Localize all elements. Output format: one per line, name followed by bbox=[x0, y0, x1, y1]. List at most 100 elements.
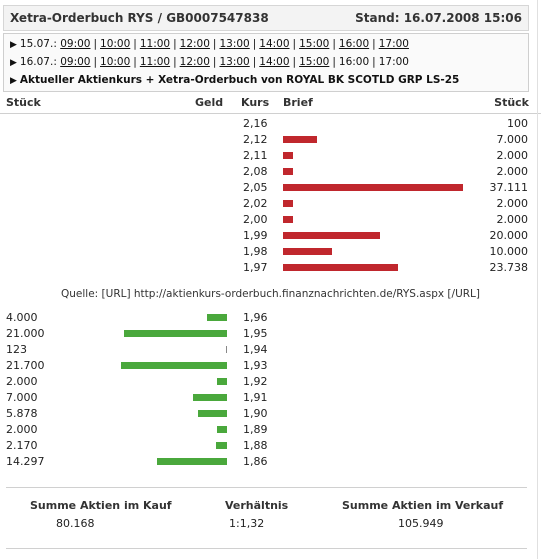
col-header-stueck-left: Stück bbox=[6, 96, 41, 109]
time-link-1100[interactable]: 11:00 bbox=[139, 38, 171, 50]
current-quote-link-text[interactable]: Aktueller Aktienkurs + Xetra-Orderbuch v… bbox=[19, 74, 460, 86]
ask-quantity: 7.000 bbox=[496, 133, 529, 146]
bid-bar bbox=[192, 394, 227, 401]
bid-bar bbox=[121, 362, 227, 369]
time-link-1300[interactable]: 13:00 bbox=[219, 56, 250, 68]
timestamp: Stand: 16.07.2008 15:06 bbox=[355, 11, 522, 25]
bid-bar bbox=[216, 442, 227, 449]
time-link-1700: 17:00 bbox=[378, 56, 409, 68]
summary-divider-bottom bbox=[6, 548, 527, 549]
time-link-1400[interactable]: 14:00 bbox=[259, 56, 290, 68]
time-link-1000[interactable]: 10:00 bbox=[100, 56, 131, 68]
current-quote-link[interactable]: ▶ Aktueller Aktienkurs + Xetra-Orderbuch … bbox=[10, 74, 459, 86]
separator: | bbox=[252, 38, 257, 50]
date-label: 16.07.: bbox=[19, 56, 57, 68]
triangle-right-icon: ▶ bbox=[10, 76, 17, 86]
bid-quantity: 2.170 bbox=[6, 439, 38, 452]
summe-kauf-label: Summe Aktien im Kauf bbox=[30, 499, 172, 512]
col-header-kurs: Kurs bbox=[241, 96, 270, 109]
time-link-0900[interactable]: 09:00 bbox=[60, 56, 91, 68]
bid-bar bbox=[198, 410, 227, 417]
separator: | bbox=[292, 56, 297, 68]
bid-price: 1,86 bbox=[243, 455, 268, 468]
ask-price: 1,98 bbox=[243, 245, 268, 258]
orderbook-title: Xetra-Orderbuch RYS / GB0007547838 bbox=[10, 11, 269, 25]
triangle-right-icon: ▶ bbox=[10, 40, 17, 50]
separator: | bbox=[252, 56, 257, 68]
time-link-1300[interactable]: 13:00 bbox=[219, 38, 250, 50]
bid-price: 1,88 bbox=[243, 439, 268, 452]
ask-price: 2,05 bbox=[243, 181, 268, 194]
separator: | bbox=[93, 56, 98, 68]
bid-bar bbox=[217, 426, 227, 433]
time-link-1200[interactable]: 12:00 bbox=[179, 38, 210, 50]
time-link-1700[interactable]: 17:00 bbox=[378, 38, 409, 50]
ask-quantity: 2.000 bbox=[496, 213, 529, 226]
time-link-1500[interactable]: 15:00 bbox=[299, 56, 330, 68]
ask-quantity: 20.000 bbox=[489, 229, 529, 242]
bid-quantity: 123 bbox=[6, 343, 27, 356]
ask-quantity: 2.000 bbox=[496, 165, 529, 178]
bid-bar bbox=[207, 314, 227, 321]
bid-quantity: 7.000 bbox=[6, 391, 38, 404]
summary-divider-top bbox=[6, 487, 527, 488]
separator: | bbox=[212, 38, 217, 50]
time-link-1600: 16:00 bbox=[338, 56, 370, 68]
right-frame-line bbox=[537, 0, 538, 559]
orderbook-header: Xetra-Orderbuch RYS / GB0007547838 Stand… bbox=[3, 5, 529, 31]
ask-bar bbox=[283, 152, 293, 159]
ask-quantity: 2.000 bbox=[496, 197, 529, 210]
ask-price: 1,99 bbox=[243, 229, 268, 242]
separator: | bbox=[133, 38, 137, 50]
separator: | bbox=[93, 38, 98, 50]
ask-bar bbox=[283, 136, 317, 143]
time-link-1500[interactable]: 15:00 bbox=[299, 38, 330, 50]
bid-quantity: 21.700 bbox=[6, 359, 45, 372]
separator: | bbox=[133, 56, 137, 68]
time-link-1200[interactable]: 12:00 bbox=[179, 56, 210, 68]
bid-quantity: 21.000 bbox=[6, 327, 45, 340]
separator: | bbox=[292, 38, 297, 50]
bid-price: 1,93 bbox=[243, 359, 268, 372]
time-row-15-07: ▶ 15.07.: 09:00 | 10:00 | 11:00 | 12:00 | 13:00 | 1… bbox=[10, 38, 409, 50]
bid-price: 1,89 bbox=[243, 423, 268, 436]
time-link-1100[interactable]: 11:00 bbox=[139, 56, 171, 68]
bid-bar bbox=[226, 346, 227, 353]
separator: | bbox=[212, 56, 217, 68]
triangle-right-icon: ▶ bbox=[10, 58, 17, 68]
ask-bar bbox=[283, 184, 463, 191]
bid-price: 1,91 bbox=[243, 391, 268, 404]
ask-bar bbox=[283, 232, 380, 239]
ask-price: 1,97 bbox=[243, 261, 268, 274]
ask-price: 2,16 bbox=[243, 117, 268, 130]
ask-price: 2,11 bbox=[243, 149, 268, 162]
bid-quantity: 2.000 bbox=[6, 423, 38, 436]
time-link-0900[interactable]: 09:00 bbox=[60, 38, 91, 50]
time-link-1600[interactable]: 16:00 bbox=[338, 38, 370, 50]
source-line: Quelle: [URL] http://aktienkurs-orderbuc… bbox=[60, 288, 480, 300]
date-label: 15.07.: bbox=[19, 38, 57, 50]
time-link-1400[interactable]: 14:00 bbox=[259, 38, 290, 50]
bid-quantity: 4.000 bbox=[6, 311, 38, 324]
ask-bar bbox=[283, 216, 293, 223]
separator: | bbox=[332, 56, 336, 68]
separator: | bbox=[332, 38, 336, 50]
separator: | bbox=[372, 56, 376, 68]
time-row-16-07: ▶ 16.07.: 09:00 | 10:00 | 11:00 | 12:00 | 13:00 | 1… bbox=[10, 56, 409, 68]
separator: | bbox=[372, 38, 376, 50]
bid-bar bbox=[124, 330, 227, 337]
col-header-stueck-right: Stück bbox=[494, 96, 529, 109]
ask-bar bbox=[283, 200, 293, 207]
ask-price: 2,00 bbox=[243, 213, 268, 226]
verhaeltnis-value: 1:1,32 bbox=[229, 517, 265, 530]
navigation-box: ▶ 15.07.: 09:00 | 10:00 | 11:00 | 12:00 | 13:00 | 1… bbox=[3, 33, 529, 92]
time-link-1000[interactable]: 10:00 bbox=[100, 38, 131, 50]
bid-price: 1,96 bbox=[243, 311, 268, 324]
bid-bar bbox=[157, 458, 227, 465]
ask-quantity: 2.000 bbox=[496, 149, 529, 162]
summe-verkauf-value: 105.949 bbox=[398, 517, 444, 530]
ask-bar bbox=[283, 168, 293, 175]
summe-verkauf-label: Summe Aktien im Verkauf bbox=[342, 499, 504, 512]
header-divider bbox=[0, 113, 541, 114]
bid-bar bbox=[217, 378, 227, 385]
